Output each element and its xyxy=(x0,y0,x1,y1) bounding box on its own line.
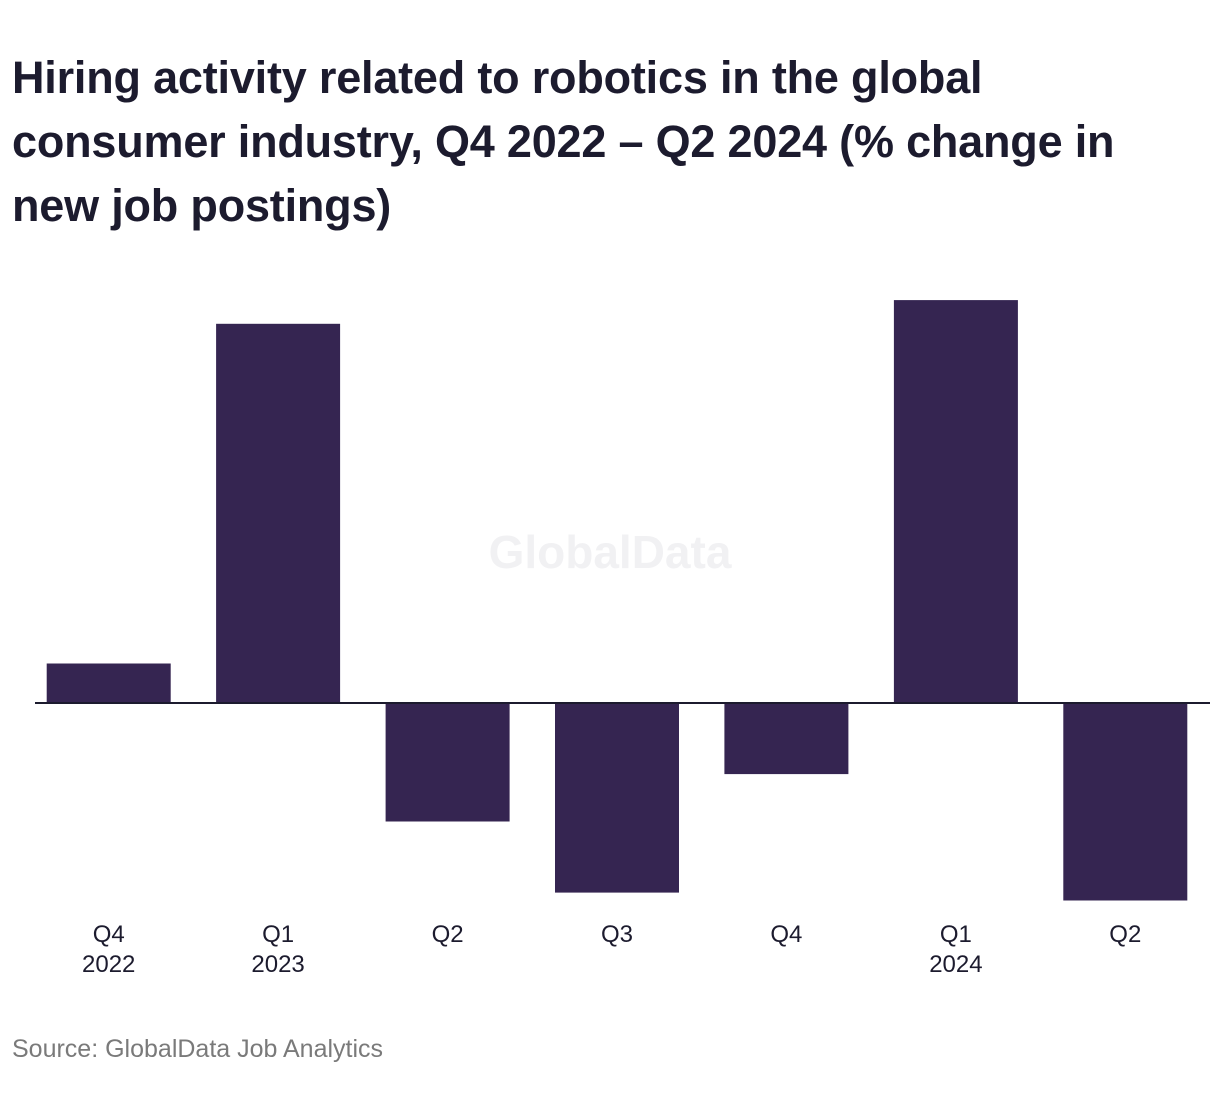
bars-group xyxy=(46,300,1188,901)
bar-5 xyxy=(893,300,1018,703)
x-tick-label-5-1: 2024 xyxy=(929,951,982,978)
bar-0 xyxy=(46,663,171,703)
x-tick-labels: Q4 2022 Q1 2023 Q2 Q3 Q4 Q1 2024 Q2 xyxy=(82,921,1141,978)
x-tick-label-5-0: Q1 xyxy=(940,921,972,948)
x-tick-label-3-0: Q3 xyxy=(601,921,633,948)
x-tick-label-1-1: 2023 xyxy=(251,951,304,978)
x-tick-label-2-0: Q2 xyxy=(432,921,464,948)
source-note: Source: GlobalData Job Analytics xyxy=(12,1035,384,1063)
chart-title: Hiring activity related to robotics in t… xyxy=(12,52,1115,231)
x-tick-label-4-0: Q4 xyxy=(770,921,802,948)
bar-3 xyxy=(555,703,679,893)
bar-4 xyxy=(724,703,849,775)
bar-6 xyxy=(1063,703,1188,901)
x-tick-label-0-0: Q4 xyxy=(93,921,125,948)
x-tick-label-0-1: 2022 xyxy=(82,951,135,978)
x-tick-label-1-0: Q1 xyxy=(262,921,294,948)
bar-2 xyxy=(385,703,510,822)
watermark: GlobalData xyxy=(489,526,732,578)
bar-1 xyxy=(216,323,341,703)
x-tick-label-6-0: Q2 xyxy=(1109,921,1141,948)
